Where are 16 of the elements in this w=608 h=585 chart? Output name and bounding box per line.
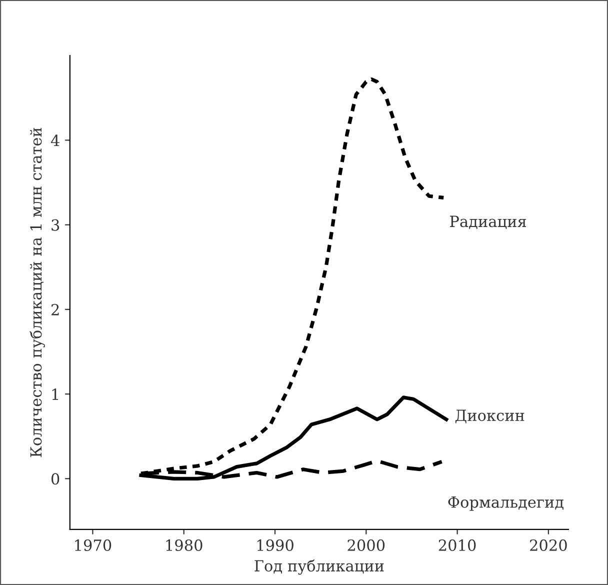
- y-axis-title: Количество публикаций на 1 млн статей: [30, 128, 45, 458]
- series-label: Диоксин: [455, 410, 524, 424]
- text: Формальдегид: [448, 496, 564, 511]
- x-tick-label: 1970: [75, 539, 112, 551]
- x-tick-label: 2020: [530, 539, 567, 551]
- x-tick-label: 2010: [438, 539, 476, 551]
- y-tick-label: 4: [50, 134, 60, 146]
- x-tick-label: 1980: [166, 539, 202, 551]
- x-tick-label: 2000: [348, 539, 385, 551]
- y-tick-label: 0: [51, 473, 60, 485]
- series-label: Радиация: [450, 216, 526, 230]
- y-tick-label: 3: [52, 219, 60, 231]
- x-tick-label: 1990: [257, 539, 294, 551]
- y-tick-label: 1: [52, 388, 58, 400]
- x-axis-title: Год публикации: [254, 559, 384, 575]
- y-tick-label: 2: [52, 304, 59, 316]
